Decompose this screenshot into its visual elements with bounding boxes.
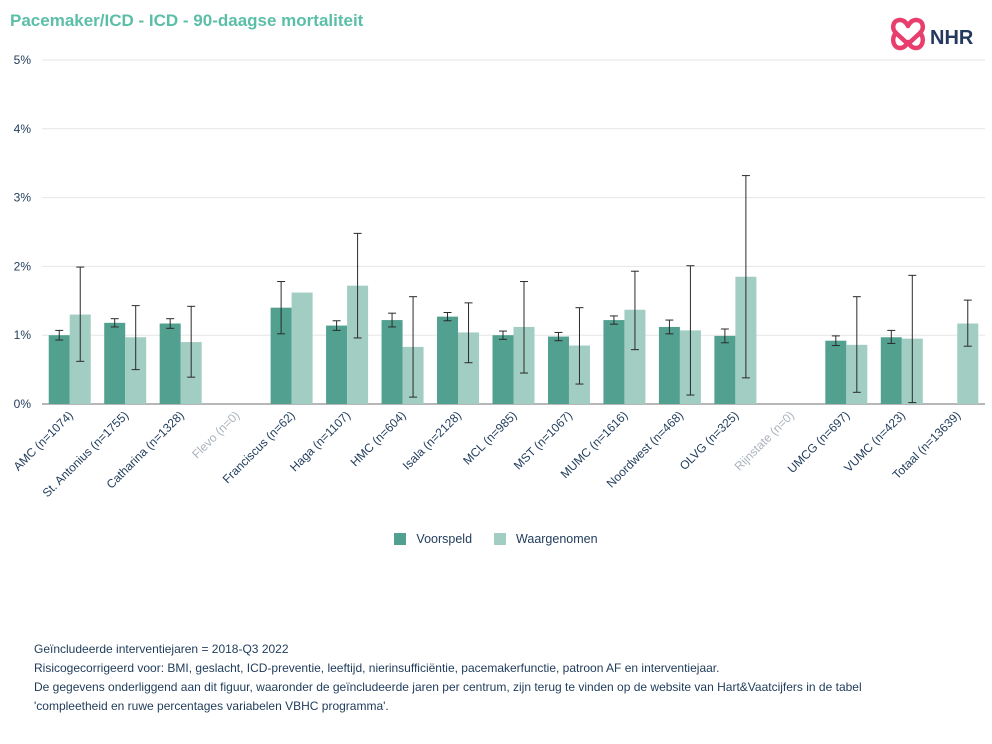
legend: Voorspeld Waargenomen (0, 532, 992, 546)
y-tick-label: 1% (14, 328, 32, 342)
chart-title: Pacemaker/ICD - ICD - 90-daagse mortalit… (10, 11, 364, 30)
legend-swatch-waargenomen (494, 533, 507, 545)
bar-voorspeld (880, 337, 902, 404)
bar-voorspeld (603, 320, 625, 404)
nhr-logo: NHR (890, 17, 974, 51)
bar-voorspeld (381, 320, 403, 404)
logo-text: NHR (930, 27, 974, 49)
bar-voorspeld (825, 340, 847, 404)
y-tick-label: 5% (14, 53, 32, 67)
bar-voorspeld (658, 326, 680, 404)
y-tick-label: 0% (14, 397, 32, 411)
heart-logo-icon (890, 17, 926, 51)
bar-waargenomen (125, 337, 147, 404)
footnote-data-source: De gegevens onderliggend aan dit figuur,… (34, 680, 862, 694)
bar-waargenomen (347, 285, 369, 404)
y-tick-label: 2% (14, 259, 32, 273)
bar-voorspeld (104, 322, 126, 404)
legend-label-voorspeld: Voorspeld (416, 532, 473, 546)
legend-item-waargenomen: Waargenomen (494, 532, 598, 546)
footnote-years: Geïncludeerde interventiejaren = 2018-Q3… (34, 642, 289, 656)
bar-voorspeld (547, 336, 569, 404)
legend-label-waargenomen: Waargenomen (516, 532, 598, 546)
bar-voorspeld (326, 325, 348, 404)
footnotes: Geïncludeerde interventiejaren = 2018-Q3… (34, 640, 862, 716)
y-tick-label: 4% (14, 122, 32, 136)
legend-item-voorspeld: Voorspeld (394, 532, 472, 546)
x-tick-label: MCL (n=985) (460, 408, 519, 467)
legend-swatch-voorspeld (394, 533, 407, 545)
footnote-data-source-table: 'compleetheid en ruwe percentages variab… (34, 699, 389, 713)
bar-waargenomen (291, 292, 313, 404)
bar-voorspeld (270, 307, 292, 404)
bar-waargenomen (957, 323, 979, 404)
y-tick-label: 3% (14, 191, 32, 205)
bar-waargenomen (624, 309, 646, 404)
bar-voorspeld (492, 335, 514, 404)
bar-waargenomen (458, 332, 480, 404)
x-tick-label: HMC (n=604) (348, 408, 409, 469)
footnote-risk-adjustment: Risicogecorrigeerd voor: BMI, geslacht, … (34, 661, 720, 675)
bar-voorspeld (714, 335, 736, 404)
x-tick-label: Isala (n=2128) (400, 408, 464, 472)
bar-voorspeld (159, 323, 181, 404)
bar-voorspeld (48, 335, 70, 404)
bar-voorspeld (437, 316, 459, 404)
x-tick-label: Flevo (n=0) (189, 408, 242, 461)
